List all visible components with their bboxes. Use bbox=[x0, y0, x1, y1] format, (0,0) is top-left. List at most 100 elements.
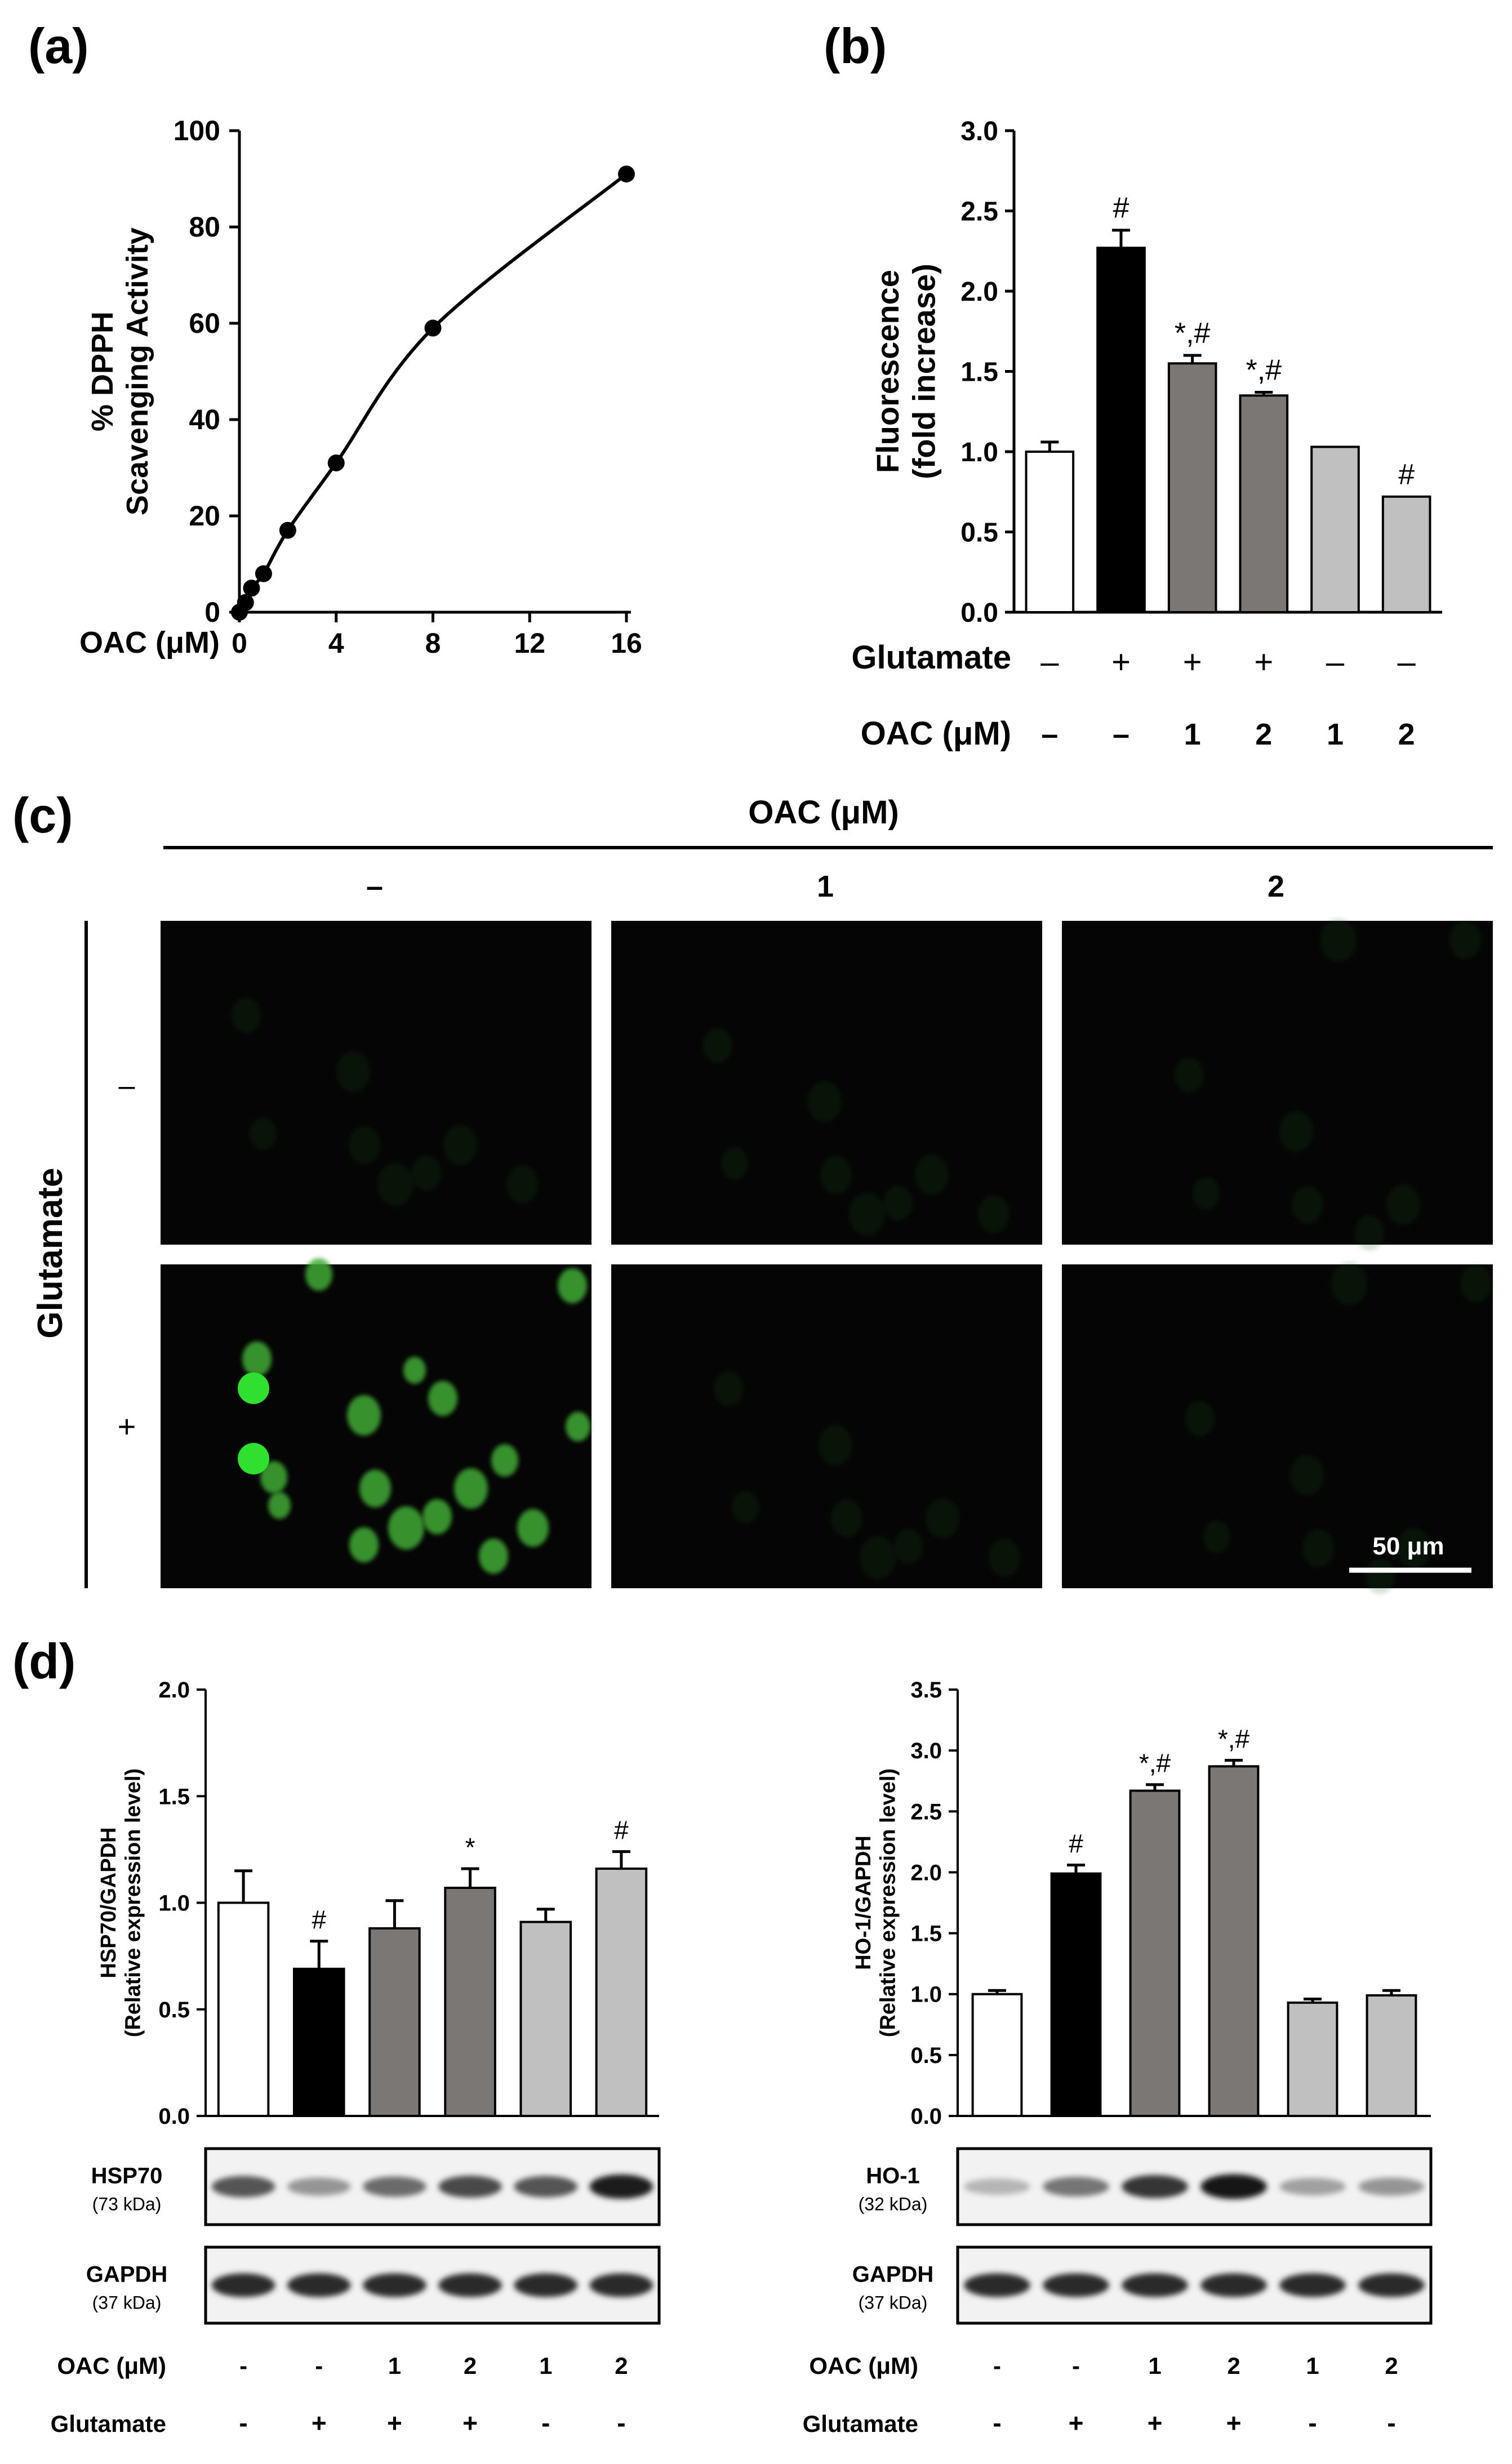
y-tick-label: 0.0 bbox=[158, 2104, 190, 2129]
blot-band bbox=[589, 2175, 653, 2199]
y-axis-label-line: (Relative expression level) bbox=[122, 1768, 145, 2037]
data-point bbox=[243, 580, 260, 597]
bar bbox=[444, 1887, 496, 2117]
cell bbox=[1355, 1215, 1384, 1251]
bar bbox=[595, 1867, 648, 2117]
cell bbox=[566, 1411, 590, 1442]
cell bbox=[428, 1380, 457, 1416]
blot-band bbox=[211, 2176, 275, 2198]
glutamate-sign: + bbox=[387, 2408, 402, 2438]
cell bbox=[479, 1538, 508, 1574]
y-axis-label: HO-1/GAPDH(Relative expression level) bbox=[852, 1768, 900, 2037]
bar bbox=[1239, 394, 1289, 613]
blot-band bbox=[1043, 2273, 1109, 2297]
blot-band bbox=[514, 2273, 578, 2297]
oac-value: – bbox=[1041, 718, 1058, 751]
data-point bbox=[255, 565, 272, 582]
cell bbox=[250, 1117, 277, 1150]
blot-band bbox=[363, 2273, 426, 2297]
cell bbox=[1302, 1529, 1334, 1567]
bright-cell bbox=[238, 1443, 269, 1474]
glutamate-sign: + bbox=[1148, 2408, 1163, 2438]
significance-mark: # bbox=[312, 1905, 326, 1935]
oac-value: 2 bbox=[1385, 2352, 1398, 2379]
y-tick-label: 2.0 bbox=[910, 1860, 942, 1885]
y-axis-label: HSP70/GAPDH(Relative expression level) bbox=[97, 1768, 145, 2037]
cell bbox=[849, 1192, 885, 1236]
data-point bbox=[237, 594, 254, 611]
cell bbox=[558, 1268, 587, 1304]
y-tick-label: 1.5 bbox=[910, 1922, 942, 1946]
y-tick-label: 0.0 bbox=[910, 2104, 942, 2129]
oac-value: - bbox=[1072, 2352, 1080, 2379]
cell bbox=[336, 1051, 370, 1092]
glutamate-sign: - bbox=[617, 2408, 625, 2438]
glutamate-sign: – bbox=[1398, 644, 1416, 680]
data-point bbox=[327, 454, 345, 471]
cell bbox=[349, 1126, 380, 1164]
cell bbox=[506, 1165, 538, 1204]
y-tick-label: 1.0 bbox=[158, 1891, 190, 1916]
cell bbox=[820, 1156, 852, 1194]
blot-band bbox=[287, 2177, 351, 2196]
bar bbox=[1366, 1994, 1417, 2118]
scale-bar-label: 50 μm bbox=[1372, 1532, 1444, 1560]
oac-value: 1 bbox=[1327, 718, 1344, 751]
data-point bbox=[424, 319, 442, 337]
panel-label-b: (b) bbox=[824, 18, 887, 74]
data-point bbox=[618, 165, 635, 182]
bar bbox=[368, 1927, 421, 2117]
micrograph-row-header: Glutamate bbox=[31, 1168, 70, 1338]
y-axis-label-line: Fluorescence bbox=[870, 270, 905, 473]
y-tick-label: 80 bbox=[189, 211, 220, 243]
y-tick-label: 2.5 bbox=[910, 1799, 942, 1824]
glutamate-sign: – bbox=[1326, 644, 1345, 680]
micrograph-column-1: – bbox=[366, 870, 383, 903]
cell bbox=[989, 1539, 1020, 1577]
y-axis-label-line: (fold increase) bbox=[906, 264, 941, 479]
cell bbox=[242, 1341, 272, 1377]
glutamate-sign: + bbox=[1226, 2408, 1242, 2438]
cell bbox=[1175, 1057, 1204, 1093]
blot-band bbox=[1122, 2273, 1188, 2297]
y-axis-label: % DPPHScavenging Activity bbox=[86, 228, 154, 515]
cell bbox=[1292, 1186, 1323, 1224]
cell bbox=[714, 1371, 743, 1407]
cell bbox=[894, 1529, 923, 1565]
bar bbox=[292, 1967, 345, 2117]
bar bbox=[1381, 495, 1431, 613]
cell bbox=[454, 1468, 488, 1509]
condition-label-oac: OAC (μM) bbox=[57, 2352, 166, 2379]
cell bbox=[831, 1499, 862, 1538]
significance-mark: * bbox=[465, 1833, 475, 1862]
cell bbox=[1185, 1401, 1215, 1437]
chart-a-dpph: 0 20 40 60 80 100 0 4 8 12 16 OAC (μM) % DPPHScaveng… bbox=[79, 115, 642, 660]
y-tick-label: 1.5 bbox=[158, 1784, 190, 1809]
x-tick-label: 0 bbox=[232, 627, 247, 659]
bar bbox=[1096, 247, 1146, 613]
panel-label-d: (d) bbox=[12, 1633, 75, 1689]
cell bbox=[1331, 1262, 1367, 1305]
cell bbox=[443, 1125, 477, 1165]
blot-band bbox=[514, 2176, 578, 2198]
micrograph bbox=[1062, 921, 1493, 1245]
oac-value: 1 bbox=[1306, 2352, 1319, 2379]
cell bbox=[403, 1357, 426, 1384]
chart-b-fluorescence: 0.0 0.5 1.0 1.5 2.0 2.5 3.0 # *,# *,# # Fluorescenc… bbox=[870, 117, 1442, 628]
x-tick-label: 4 bbox=[328, 627, 344, 659]
bar bbox=[1129, 1789, 1181, 2117]
cell bbox=[232, 997, 261, 1033]
glutamate-sign: - bbox=[1308, 2408, 1317, 2438]
oac-value: 2 bbox=[1255, 718, 1272, 751]
bar bbox=[1025, 451, 1075, 613]
panel-label-a: (a) bbox=[28, 18, 89, 74]
y-tick-label: 1.5 bbox=[960, 357, 998, 387]
y-tick-label: 0 bbox=[204, 596, 220, 628]
oac-value: - bbox=[239, 2352, 247, 2379]
glutamate-sign: - bbox=[993, 2408, 1001, 2438]
significance-mark: *,# bbox=[1175, 317, 1211, 350]
bar bbox=[217, 1901, 270, 2117]
y-tick-label: 40 bbox=[189, 404, 220, 435]
oac-value: - bbox=[315, 2352, 323, 2379]
micrograph-panel: OAC (μM) – 1 2 Glutamate – + 50 μm bbox=[31, 794, 1493, 1594]
